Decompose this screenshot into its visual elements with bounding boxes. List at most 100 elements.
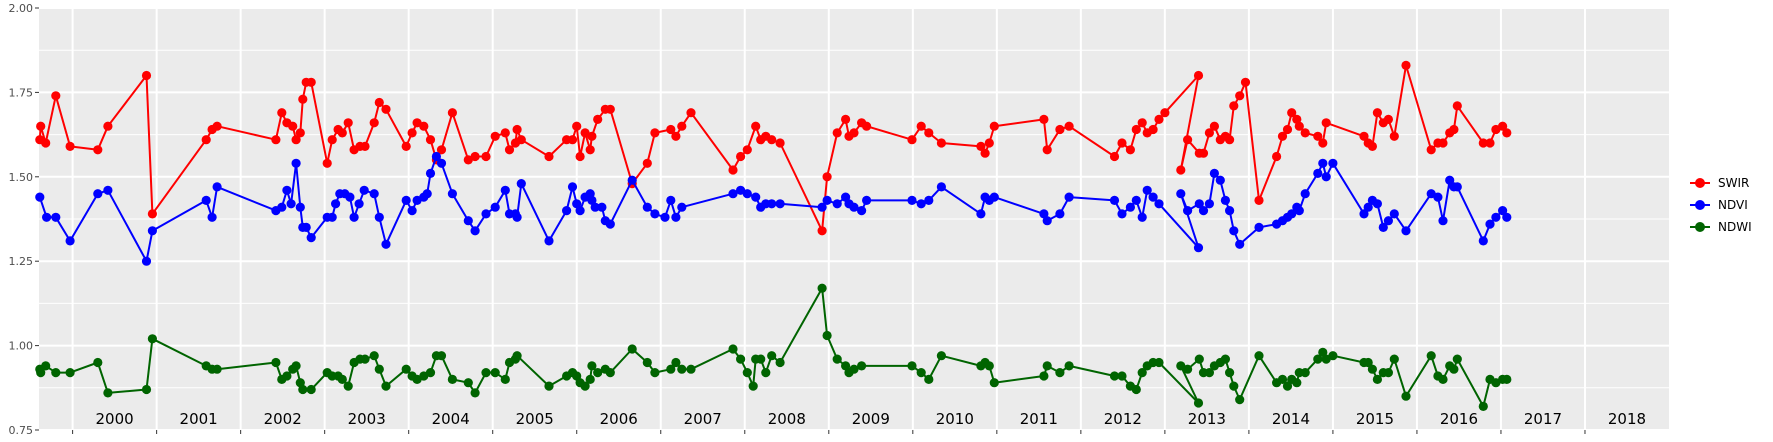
data-point-ndvi	[436, 158, 447, 168]
data-point-swir	[916, 121, 926, 131]
data-point-ndwi	[1042, 361, 1052, 371]
data-point-ndwi	[306, 384, 316, 395]
data-point-ndvi	[512, 212, 522, 222]
data-point-swir	[736, 151, 746, 162]
data-point-ndvi	[141, 256, 152, 266]
data-point-swir	[369, 118, 379, 128]
data-point-ndvi	[1039, 209, 1049, 219]
data-point-ndvi	[207, 212, 217, 222]
data-point-swir	[470, 151, 480, 162]
data-point-ndvi	[817, 202, 827, 212]
data-point-swir	[93, 145, 103, 155]
data-point-ndvi	[857, 206, 867, 216]
data-point-swir	[512, 124, 522, 135]
data-point-swir	[463, 155, 473, 165]
year-label: 2011	[1020, 410, 1058, 428]
data-point-ndvi	[1478, 236, 1488, 246]
data-point-ndwi	[360, 354, 370, 364]
data-point-swir	[1198, 148, 1209, 158]
data-point-ndwi	[748, 381, 758, 391]
data-point-ndwi	[51, 368, 61, 378]
data-point-ndvi	[1204, 199, 1214, 209]
data-point-swir	[1372, 108, 1382, 118]
data-point-swir	[1313, 131, 1323, 141]
data-point-ndwi	[1235, 395, 1245, 405]
data-point-ndwi	[337, 374, 347, 384]
data-point-swir	[585, 145, 595, 155]
data-point-ndvi	[282, 185, 292, 195]
data-point-swir	[447, 108, 457, 118]
data-point-ndvi	[1318, 158, 1328, 168]
data-point-ndvi	[1372, 199, 1382, 209]
data-point-ndvi	[286, 199, 296, 209]
data-point-swir	[567, 135, 578, 145]
data-point-swir	[504, 145, 515, 155]
data-point-ndvi	[35, 192, 45, 202]
data-point-ndwi	[650, 368, 660, 378]
data-point-ndwi	[1064, 361, 1074, 371]
data-point-ndvi	[1198, 206, 1209, 216]
data-point-ndwi	[728, 344, 738, 354]
data-point-ndvi	[481, 209, 491, 219]
data-point-swir	[343, 118, 353, 128]
data-point-swir	[1193, 70, 1204, 81]
data-point-ndwi	[1449, 364, 1459, 374]
data-point-ndvi	[751, 192, 761, 202]
data-point-ndwi	[822, 330, 832, 341]
data-point-swir	[1401, 60, 1411, 70]
year-label: 2015	[1356, 410, 1394, 428]
data-point-swir	[407, 128, 417, 138]
data-point-ndwi	[1055, 368, 1065, 378]
data-point-ndvi	[587, 195, 597, 205]
data-point-swir	[1478, 138, 1488, 148]
data-point-ndvi	[470, 226, 480, 236]
data-point-ndvi	[677, 202, 687, 212]
data-point-ndwi	[832, 354, 842, 364]
data-point-ndvi	[1142, 185, 1152, 195]
data-point-swir	[989, 121, 999, 131]
data-point-ndwi	[41, 361, 51, 371]
data-point-swir	[849, 128, 859, 138]
data-point-swir	[1240, 77, 1251, 87]
data-point-ndvi	[401, 195, 411, 205]
data-point-ndvi	[1359, 209, 1369, 219]
data-point-ndwi	[1313, 354, 1323, 364]
data-point-ndvi	[666, 195, 676, 205]
data-point-ndwi	[36, 368, 46, 378]
data-point-swir	[677, 121, 687, 131]
data-point-ndwi	[1193, 398, 1204, 408]
data-point-swir	[1300, 128, 1310, 138]
data-point-ndwi	[775, 357, 785, 368]
data-point-ndvi	[924, 195, 934, 205]
data-point-swir	[605, 104, 615, 114]
data-point-swir	[1389, 131, 1399, 141]
year-label: 2010	[936, 410, 974, 428]
data-point-ndvi	[907, 195, 917, 205]
legend-label: SWIR	[1718, 176, 1749, 190]
data-point-ndvi	[1498, 206, 1508, 216]
data-point-swir	[1183, 135, 1193, 145]
data-point-ndvi	[1445, 175, 1455, 185]
data-point-ndwi	[817, 283, 827, 293]
data-point-ndwi	[147, 334, 157, 344]
data-point-ndwi	[271, 357, 281, 368]
data-point-ndvi	[500, 185, 510, 195]
data-point-ndvi	[1485, 219, 1495, 229]
data-point-swir	[322, 158, 332, 168]
data-point-swir	[500, 128, 510, 138]
year-label: 2008	[768, 410, 806, 428]
data-point-ndvi	[1389, 209, 1399, 219]
data-point-swir	[751, 121, 761, 131]
data-point-swir	[201, 135, 211, 145]
data-point-swir	[587, 131, 597, 141]
data-point-ndvi	[1209, 168, 1219, 178]
data-point-swir	[671, 131, 681, 141]
data-point-swir	[936, 138, 947, 148]
data-point-ndvi	[832, 199, 842, 209]
data-point-ndwi	[1277, 374, 1288, 384]
data-point-swir	[767, 135, 777, 145]
data-point-ndvi	[407, 206, 417, 216]
data-point-ndvi	[1154, 199, 1164, 209]
data-point-ndwi	[1254, 351, 1264, 361]
